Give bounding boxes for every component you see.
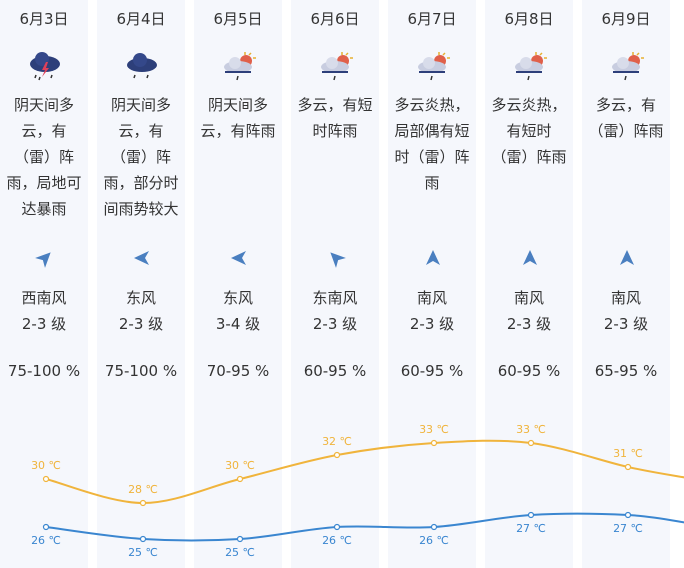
weather-description: 多云炎热，有短时（雷）阵雨: [491, 96, 567, 166]
thunderstorm-rain-icon: [27, 50, 63, 84]
wind-direction: 南风: [513, 289, 544, 307]
day-column: 6月6日 多云，有短时阵雨 东南风 2-3 级 60-95 %: [291, 0, 379, 568]
wind-direction: 南风: [610, 289, 641, 307]
high-temp-point: [333, 451, 341, 459]
wind-direction: 东风: [222, 289, 253, 307]
wind-direction: 东南风: [312, 289, 358, 307]
weather-description: 多云，有短时阵雨: [297, 96, 373, 140]
high-temp-label: 28 ℃: [128, 483, 158, 496]
day-column: 6月5日 阴天间多云，有阵雨 东风 3-4 级 70-95 %: [194, 0, 282, 568]
rain-cloud-icon: [124, 50, 160, 84]
day-column: 6月8日 多云炎热，有短时（雷）阵雨 南风 2-3 级 60-95 %: [485, 0, 573, 568]
wind-direction-arrow-icon: [618, 249, 636, 267]
wind-level: 2-3 级: [118, 315, 164, 333]
wind-direction-arrow-icon: [230, 249, 248, 267]
wind-direction-arrow-icon: [424, 249, 442, 267]
day-column: 6月7日 多云炎热，局部偶有短时（雷）阵雨 南风 2-3 级 60-95 %: [388, 0, 476, 568]
low-temp-point: [430, 523, 438, 531]
weather-description: 多云炎热，局部偶有短时（雷）阵雨: [394, 96, 470, 192]
low-temp-point: [527, 511, 535, 519]
wind-direction-arrow-icon: [521, 249, 539, 267]
day-date: 6月4日: [116, 10, 166, 28]
wind-level: 2-3 级: [409, 315, 455, 333]
sun-cloud-rain-icon: [318, 50, 354, 84]
sun-cloud-rain-icon: [221, 50, 257, 84]
wind-direction-arrow-icon: [32, 245, 57, 270]
high-temp-point: [42, 475, 50, 483]
wind-direction: 西南风: [21, 289, 67, 307]
low-temp-label: 25 ℃: [128, 546, 158, 559]
wind-direction-arrow-icon: [323, 245, 348, 270]
weather-description: 阴天间多云，有（雷）阵雨，部分时间雨势较大: [103, 96, 179, 218]
weather-description: 阴天间多云，有（雷）阵雨，局地可达暴雨: [6, 96, 82, 218]
humidity: 75-100 %: [104, 362, 178, 380]
low-temp-label: 25 ℃: [225, 546, 255, 559]
low-temp-point: [139, 535, 147, 543]
humidity: 60-95 %: [400, 362, 464, 380]
day-date: 6月5日: [213, 10, 263, 28]
wind-level: 2-3 级: [603, 315, 649, 333]
day-column: 6月4日 阴天间多云，有（雷）阵雨，部分时间雨势较大 东风 2-3 级 75-1…: [97, 0, 185, 568]
day-date: 6月6日: [310, 10, 360, 28]
day-date: 6月8日: [504, 10, 554, 28]
sun-cloud-rain-icon: [609, 50, 645, 84]
high-temp-label: 32 ℃: [322, 435, 352, 448]
day-date: 6月9日: [601, 10, 651, 28]
high-temp-point: [527, 439, 535, 447]
day-column: 6月3日 阴天间多云，有（雷）阵雨，局地可达暴雨 西南风 2-3 级 75-10…: [0, 0, 88, 568]
low-temp-line: [45, 512, 684, 542]
day-date: 6月7日: [407, 10, 457, 28]
humidity: 60-95 %: [303, 362, 367, 380]
day-date: 6月3日: [19, 10, 69, 28]
wind-level: 3-4 级: [215, 315, 261, 333]
high-temp-point: [139, 499, 147, 507]
weather-description: 多云，有（雷）阵雨: [588, 96, 664, 140]
wind-direction: 东风: [125, 289, 156, 307]
humidity: 75-100 %: [7, 362, 81, 380]
low-temp-label: 27 ℃: [613, 522, 643, 535]
high-temp-label: 30 ℃: [225, 459, 255, 472]
low-temp-point: [624, 511, 632, 519]
low-temp-point: [236, 535, 244, 543]
low-temp-label: 26 ℃: [419, 534, 449, 547]
low-temp-point: [42, 523, 50, 531]
wind-direction: 南风: [416, 289, 447, 307]
low-temp-point: [333, 523, 341, 531]
wind-direction-arrow-icon: [133, 249, 151, 267]
high-temp-label: 31 ℃: [613, 447, 643, 460]
humidity: 60-95 %: [497, 362, 561, 380]
high-temp-label: 33 ℃: [419, 423, 449, 436]
high-temp-point: [430, 439, 438, 447]
high-temp-label: 33 ℃: [516, 423, 546, 436]
wind-level: 2-3 级: [21, 315, 67, 333]
low-temp-label: 26 ℃: [322, 534, 352, 547]
high-temp-label: 30 ℃: [31, 459, 61, 472]
low-temp-label: 26 ℃: [31, 534, 61, 547]
sun-cloud-rain-icon: [415, 50, 451, 84]
high-temp-point: [236, 475, 244, 483]
wind-level: 2-3 级: [312, 315, 358, 333]
humidity: 65-95 %: [594, 362, 658, 380]
low-temp-label: 27 ℃: [516, 522, 546, 535]
sun-cloud-rain-icon: [512, 50, 548, 84]
humidity: 70-95 %: [206, 362, 270, 380]
high-temp-point: [624, 463, 632, 471]
wind-level: 2-3 级: [506, 315, 552, 333]
weather-description: 阴天间多云，有阵雨: [200, 96, 276, 140]
